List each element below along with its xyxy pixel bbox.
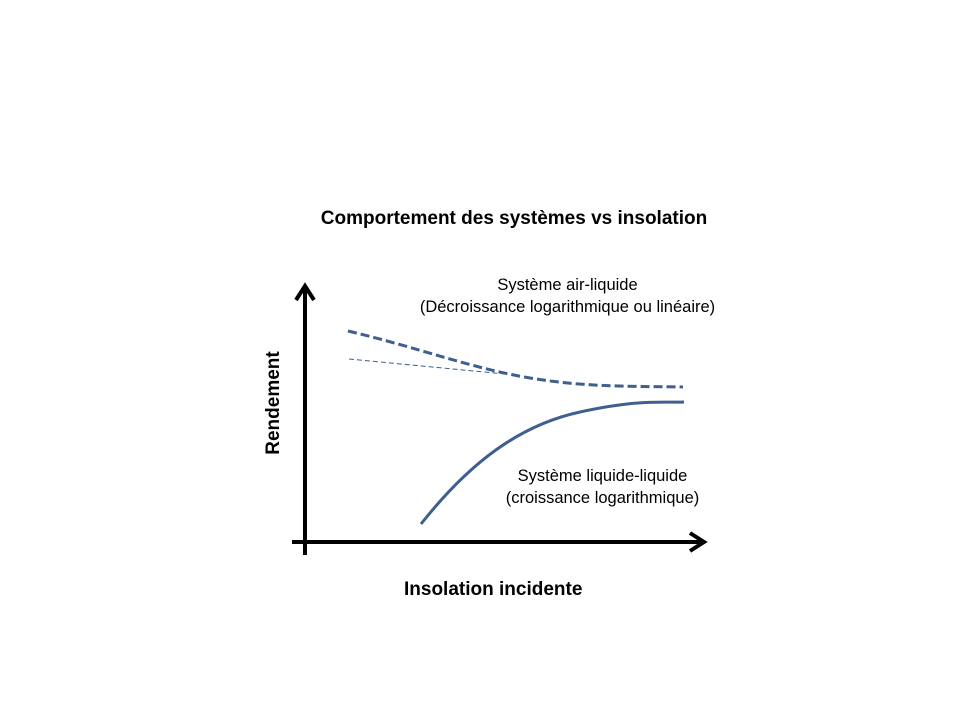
liquide-liquide-curve (419, 400, 685, 525)
air-liquide-log-curve (347, 329, 684, 389)
y-axis (294, 282, 316, 555)
liquide-liquide-label-line1: Système liquide-liquide (517, 467, 688, 485)
x-axis (292, 531, 708, 553)
diagram-title: Comportement des systèmes vs insolation (320, 208, 708, 229)
x-axis-label: Insolation incidente (404, 579, 583, 600)
air-liquide-label: Système air-liquide (Décroissance logari… (400, 274, 735, 318)
air-liquide-label-line1: Système air-liquide (497, 276, 638, 294)
air-liquide-linear-line (348, 358, 506, 375)
liquide-liquide-label: Système liquide-liquide (croissance loga… (490, 465, 715, 509)
y-axis-label: Rendement (263, 351, 284, 455)
liquide-liquide-label-line2: (croissance logarithmique) (505, 489, 700, 507)
air-liquide-label-line2: (Décroissance logarithmique ou linéaire) (419, 298, 716, 316)
